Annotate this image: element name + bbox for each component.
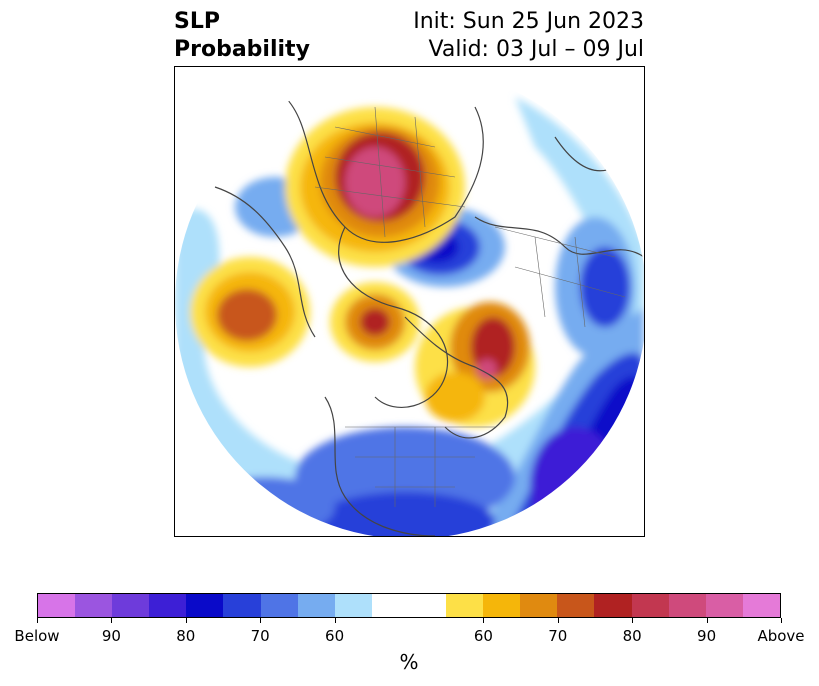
colorbar-tick — [706, 618, 708, 623]
colorbar-segment — [186, 594, 224, 617]
colorbar-segment — [557, 594, 595, 617]
colorbar-tick-label: 70 — [250, 627, 270, 645]
colorbar-tick-label: 90 — [697, 627, 717, 645]
colorbar-segment — [446, 594, 484, 617]
variable-title: SLP — [174, 9, 220, 34]
colorbar-segment — [483, 594, 521, 617]
colorbar-tick-label: 60 — [473, 627, 493, 645]
colorbar-segment — [631, 594, 669, 617]
probability-field — [175, 67, 647, 539]
colorbar-tick — [781, 618, 782, 623]
colorbar-unit-label: % — [399, 650, 419, 674]
title-right: Init: Sun 25 Jun 2023 Valid: 03 Jul – 09… — [413, 8, 644, 64]
product-title: Probability — [174, 37, 310, 62]
colorbar-segment — [297, 594, 335, 617]
probability-map — [175, 67, 647, 539]
colorbar-tick-label: 70 — [548, 627, 568, 645]
colorbar-tick — [632, 618, 634, 623]
colorbar-segment — [668, 594, 706, 617]
colorbar-segment — [334, 594, 372, 617]
colorbar-tick — [483, 618, 485, 623]
colorbar-tick — [334, 618, 336, 623]
colorbar-tick — [557, 618, 559, 623]
coastlines — [214, 96, 645, 537]
colorbar-segment — [223, 594, 261, 617]
colorbar-segment — [38, 594, 76, 617]
colorbar-segment — [112, 594, 150, 617]
colorbar-tick — [260, 618, 262, 623]
title-left: SLP Probability — [174, 8, 310, 64]
colorbar-tick-label: 90 — [101, 627, 121, 645]
colorbar-tick-label: Below — [14, 627, 60, 645]
map-frame — [174, 66, 647, 539]
colorbar-segment — [149, 594, 187, 617]
colorbar-tick — [111, 618, 113, 623]
colorbar-tick-label: 80 — [176, 627, 196, 645]
colorbar-tick — [185, 618, 187, 623]
colorbar-segment — [594, 594, 632, 617]
colorbar-tick — [37, 618, 38, 623]
colorbar-segment — [705, 594, 743, 617]
colorbar-tick-label: 80 — [622, 627, 642, 645]
colorbar-segment — [371, 594, 409, 617]
colorbar-segment — [520, 594, 558, 617]
colorbar-segment — [742, 594, 780, 617]
colorbar-tick-label: 60 — [325, 627, 345, 645]
colorbar-segment — [75, 594, 113, 617]
colorbar — [37, 593, 781, 618]
colorbar-tick-label: Above — [757, 627, 805, 645]
valid-range: Valid: 03 Jul – 09 Jul — [428, 37, 644, 62]
init-date: Init: Sun 25 Jun 2023 — [413, 9, 644, 34]
colorbar-segment — [260, 594, 298, 617]
colorbar-segment — [408, 594, 447, 617]
borders — [314, 106, 626, 507]
